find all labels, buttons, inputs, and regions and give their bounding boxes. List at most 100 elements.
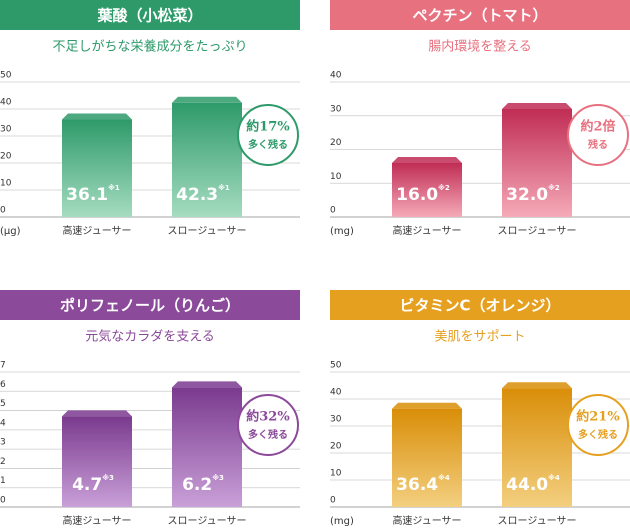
unit-label: (mg) [330,516,354,527]
chart-subtitle: 元気なカラダを支える [85,329,215,345]
value-label: 4.7※3 [72,473,114,495]
badge-circle [237,104,299,166]
y-tick-label: 6 [0,380,6,390]
unit-label: (mg) [330,226,354,237]
chart-subtitle: 不足しがちな栄養成分をたっぷり [52,39,247,55]
badge-main: 約2倍 [580,119,615,135]
bar-top [392,157,462,163]
y-tick-label: 10 [0,179,12,189]
y-tick-label: 2 [0,457,6,467]
badge-sub: 多く残る [248,428,288,441]
value-text: 36.4 [396,475,438,495]
badge-sub: 多く残る [578,428,618,441]
chart-subtitle: 美肌をサポート [434,330,525,345]
x-tick-label: 高速ジューサー [62,514,131,527]
y-tick-label: 30 [330,104,342,114]
y-tick-label: 10 [330,172,342,182]
value-note: ※1 [218,183,230,192]
y-tick-label: 50 [330,361,342,371]
bar [172,387,242,507]
bar [62,416,132,507]
value-note: ※3 [212,473,224,482]
chart-subtitle: 腸内環境を整える [428,39,532,55]
x-tick-label: スロージューサー [498,515,577,527]
bar-top [62,410,132,417]
x-tick-label: スロージューサー [168,225,247,237]
y-tick-label: 20 [330,442,342,452]
value-note: ※4 [548,473,560,482]
bar [502,388,572,507]
y-tick-label: 0 [330,206,336,216]
bar-top [62,113,132,120]
value-text: 4.7 [72,475,102,495]
unit-label: (μg) [0,226,21,237]
badge-main: 約21% [576,409,620,425]
y-tick-label: 10 [330,469,342,479]
value-label: 32.0※2 [506,183,560,205]
value-text: 44.0 [506,475,548,495]
bar-top [502,103,572,109]
badge-main: 約17% [246,119,290,135]
x-tick-label: スロージューサー [168,515,247,527]
y-tick-label: 0 [0,206,6,216]
bar-top [172,96,242,103]
y-tick-label: 30 [330,415,342,425]
bar-top [392,402,462,409]
y-tick-label: 7 [0,361,6,371]
badge-circle [237,394,299,456]
y-tick-label: 5 [0,399,6,409]
value-note: ※1 [108,183,120,192]
chart-title: ポリフェノール（りんご） [60,297,240,315]
x-tick-label: 高速ジューサー [392,514,461,527]
header-bar [0,0,300,30]
value-note: ※2 [548,183,560,192]
bar [62,119,132,217]
header-bar [330,0,630,30]
bar [392,408,462,507]
badge-circle [567,104,629,166]
value-label: 36.1※1 [66,183,120,205]
y-tick-label: 0 [330,496,336,506]
bar [392,163,462,217]
value-label: 36.4※4 [396,473,450,495]
x-tick-label: 高速ジューサー [392,224,461,237]
value-note: ※2 [438,183,450,192]
value-text: 6.2 [182,475,212,495]
chart-title: 葉酸（小松菜） [96,7,202,25]
value-text: 16.0 [396,185,438,205]
badge-sub: 多く残る [248,138,288,151]
chart-title: ペクチン（トマト） [412,7,547,25]
y-tick-label: 0 [0,496,6,506]
y-tick-label: 40 [0,98,12,108]
x-tick-label: スロージューサー [498,225,577,237]
value-label: 16.0※2 [396,183,450,205]
badge-sub: 残る [588,138,608,151]
y-tick-label: 40 [330,71,342,81]
y-tick-label: 1 [0,476,6,486]
y-tick-label: 3 [0,438,6,448]
value-label: 6.2※3 [182,473,224,495]
y-tick-label: 40 [330,388,342,398]
value-note: ※3 [102,473,114,482]
chart-title: ビタミンC（オレンジ） [399,297,560,315]
header-bar [330,290,630,320]
y-tick-label: 20 [0,152,12,162]
bar-top [502,382,572,389]
value-text: 36.1 [66,185,108,205]
bar-top [172,381,242,388]
badge-circle [567,394,629,456]
value-label: 42.3※1 [176,183,230,205]
value-label: 44.0※4 [506,473,560,495]
value-text: 32.0 [506,185,548,205]
bar [172,102,242,217]
y-tick-label: 30 [0,125,12,135]
y-tick-label: 50 [0,71,12,81]
value-text: 42.3 [176,185,218,205]
value-note: ※4 [438,473,450,482]
badge-main: 約32% [246,409,290,425]
y-tick-label: 4 [0,418,6,428]
y-tick-label: 20 [330,138,342,148]
bar [502,109,572,217]
